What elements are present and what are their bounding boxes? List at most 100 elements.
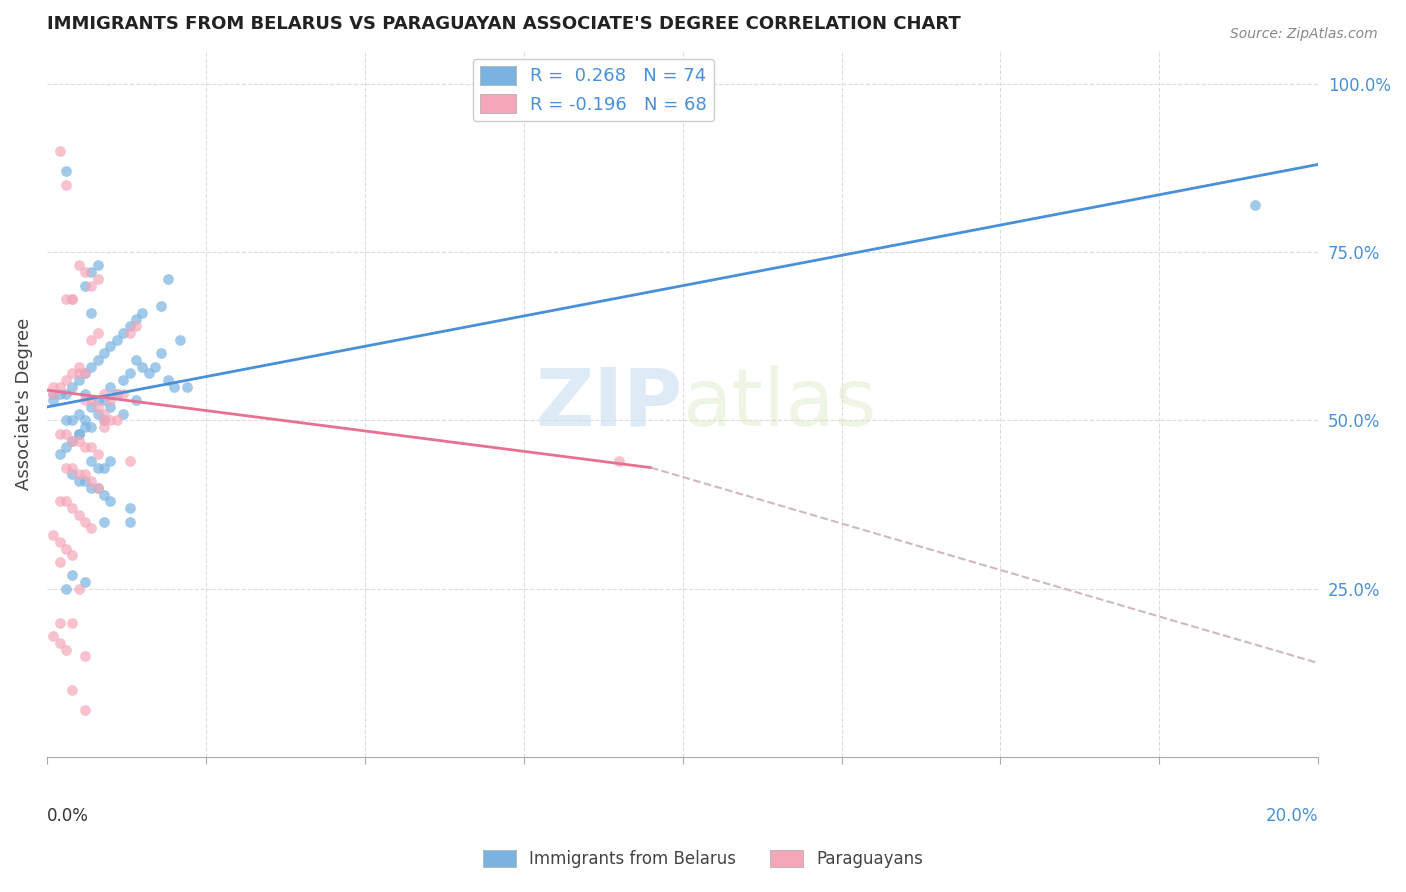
- Point: [87, 400, 110, 414]
- Point: [73, 413, 96, 427]
- Point: [67, 373, 90, 387]
- Point: [80, 481, 103, 495]
- Point: [67, 508, 90, 522]
- Point: [100, 393, 122, 408]
- Point: [60, 380, 83, 394]
- Point: [100, 454, 122, 468]
- Point: [87, 407, 110, 421]
- Point: [48, 380, 70, 394]
- Point: [73, 649, 96, 664]
- Text: 20.0%: 20.0%: [1265, 807, 1319, 825]
- Point: [93, 393, 115, 408]
- Point: [80, 474, 103, 488]
- Point: [60, 501, 83, 516]
- Point: [607, 454, 630, 468]
- Point: [73, 265, 96, 279]
- Point: [169, 333, 191, 347]
- Point: [73, 420, 96, 434]
- Point: [118, 515, 141, 529]
- Point: [105, 386, 128, 401]
- Point: [80, 400, 103, 414]
- Point: [80, 305, 103, 319]
- Point: [100, 400, 122, 414]
- Point: [87, 259, 110, 273]
- Point: [73, 703, 96, 717]
- Point: [55, 413, 77, 427]
- Point: [125, 352, 148, 367]
- Point: [73, 515, 96, 529]
- Point: [80, 278, 103, 293]
- Point: [118, 501, 141, 516]
- Point: [150, 346, 173, 360]
- Point: [48, 386, 70, 401]
- Point: [93, 515, 115, 529]
- Point: [125, 312, 148, 326]
- Point: [60, 413, 83, 427]
- Point: [100, 380, 122, 394]
- Point: [156, 373, 179, 387]
- Point: [55, 494, 77, 508]
- Point: [150, 299, 173, 313]
- Point: [55, 426, 77, 441]
- Point: [73, 575, 96, 590]
- Point: [55, 642, 77, 657]
- Point: [176, 380, 198, 394]
- Point: [100, 413, 122, 427]
- Point: [55, 178, 77, 192]
- Point: [60, 683, 83, 698]
- Point: [131, 359, 153, 374]
- Legend: Immigrants from Belarus, Paraguayans: Immigrants from Belarus, Paraguayans: [477, 843, 929, 875]
- Point: [100, 339, 122, 353]
- Point: [118, 366, 141, 380]
- Point: [87, 481, 110, 495]
- Point: [80, 265, 103, 279]
- Point: [138, 366, 160, 380]
- Point: [105, 413, 128, 427]
- Text: 0.0%: 0.0%: [46, 807, 89, 825]
- Text: ZIP: ZIP: [536, 365, 682, 442]
- Point: [80, 359, 103, 374]
- Point: [60, 434, 83, 448]
- Point: [73, 474, 96, 488]
- Point: [67, 434, 90, 448]
- Point: [67, 426, 90, 441]
- Legend: R =  0.268   N = 74, R = -0.196   N = 68: R = 0.268 N = 74, R = -0.196 N = 68: [472, 59, 714, 121]
- Point: [48, 534, 70, 549]
- Point: [42, 386, 65, 401]
- Point: [60, 292, 83, 306]
- Point: [112, 407, 135, 421]
- Point: [55, 460, 77, 475]
- Point: [93, 460, 115, 475]
- Point: [67, 259, 90, 273]
- Point: [60, 292, 83, 306]
- Point: [156, 272, 179, 286]
- Point: [67, 582, 90, 596]
- Point: [67, 366, 90, 380]
- Point: [48, 144, 70, 158]
- Y-axis label: Associate's Degree: Associate's Degree: [15, 318, 32, 490]
- Point: [112, 373, 135, 387]
- Point: [60, 460, 83, 475]
- Point: [42, 393, 65, 408]
- Point: [60, 615, 83, 630]
- Point: [73, 441, 96, 455]
- Point: [118, 319, 141, 334]
- Point: [55, 292, 77, 306]
- Point: [55, 373, 77, 387]
- Point: [105, 386, 128, 401]
- Text: atlas: atlas: [682, 365, 877, 442]
- Point: [55, 164, 77, 178]
- Point: [48, 494, 70, 508]
- Point: [80, 454, 103, 468]
- Point: [48, 555, 70, 569]
- Point: [87, 481, 110, 495]
- Point: [93, 413, 115, 427]
- Point: [73, 393, 96, 408]
- Point: [93, 346, 115, 360]
- Point: [42, 386, 65, 401]
- Point: [118, 454, 141, 468]
- Point: [105, 333, 128, 347]
- Point: [1243, 198, 1265, 212]
- Point: [80, 393, 103, 408]
- Point: [93, 487, 115, 501]
